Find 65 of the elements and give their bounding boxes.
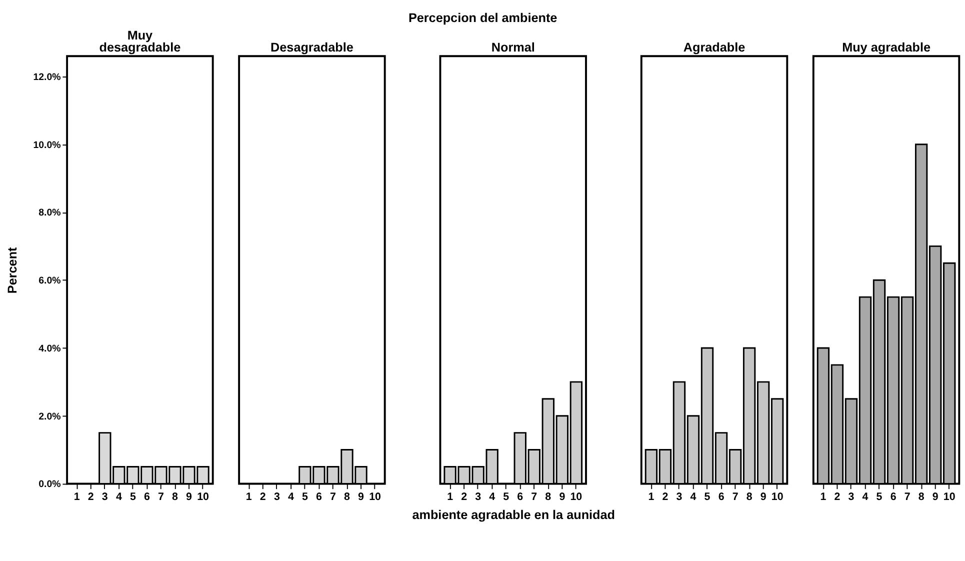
x-tick-label: 6 [517,490,524,503]
x-tick-label: 4 [288,490,294,503]
x-axis-title: ambiente agradable en la aunidad [412,508,615,522]
x-tick-label: 4 [489,490,496,503]
x-tick-label: 9 [760,490,766,503]
chart-title: Normal [491,40,535,54]
y-tick-label: 6.0% [38,276,62,287]
x-tick-label: 3 [274,490,280,503]
x-tick-label: 7 [330,490,336,503]
y-tick-label: 0.0% [38,479,62,490]
y-tick-label: 4.0% [38,343,62,354]
x-tick-label: 10 [771,490,784,503]
x-tick-label: 2 [88,490,94,503]
x-tick-label: 5 [302,490,308,503]
x-tick-label: 10 [197,490,210,503]
x-tick-label: 1 [74,490,80,503]
x-tick-label: 8 [918,490,924,503]
x-tick-label: 5 [503,490,510,503]
x-tick-label: 9 [186,490,192,503]
text: Percepcion del ambiente [408,11,558,26]
x-tick-label: 8 [172,490,178,503]
chart-title: Agradable [683,40,746,54]
x-tick-label: 7 [904,490,910,503]
x-tick-label: 7 [531,490,538,503]
x-tick-label: 6 [718,490,724,503]
y-tick-label: 8.0% [38,208,62,219]
x-tick-label: 8 [344,490,350,503]
x-tick-label: 2 [662,490,668,503]
x-tick-label: 10 [943,490,956,503]
x-tick-label: 2 [461,490,468,503]
x-tick-label: 10 [570,490,582,503]
x-tick-label: 4 [690,490,696,503]
x-tick-label: 9 [932,490,938,503]
x-tick-label: 4 [116,490,122,503]
x-tick-label: 1 [447,490,454,503]
x-tick-label: 7 [732,490,738,503]
x-tick-label: 10 [369,490,382,503]
x-tick-label: 1 [246,490,252,503]
y-tick-label: 10.0% [33,140,62,151]
x-tick-label: 7 [158,490,164,503]
x-tick-label: 2 [834,490,840,503]
x-tick-label: 2 [260,490,266,503]
x-tick-label: 1 [648,490,654,503]
x-tick-label: 5 [876,490,882,503]
x-tick-label: 1 [820,490,826,503]
chart-title: Muy agradable [842,40,930,54]
x-tick-label: 6 [890,490,896,503]
y-tick-label: 2.0% [38,411,62,422]
x-tick-label: 3 [475,490,482,503]
x-tick-label: 6 [144,490,150,503]
y-axis-title: Percent [6,246,20,294]
x-tick-label: 5 [130,490,136,503]
x-tick-label: 3 [102,490,108,503]
x-tick-label: 9 [559,490,566,503]
x-tick-label: 6 [316,490,322,503]
x-tick-label: 9 [358,490,364,503]
x-tick-label: 3 [848,490,854,503]
x-tick-label: 8 [545,490,552,503]
x-tick-label: 4 [862,490,868,503]
y-tick-label: 12.0% [33,72,62,83]
x-tick-label: 5 [704,490,710,503]
x-tick-label: 8 [746,490,752,503]
chart-title: Desagradable [270,40,354,54]
chart-title: Muy desagradable [99,28,181,54]
x-tick-label: 3 [676,490,682,503]
